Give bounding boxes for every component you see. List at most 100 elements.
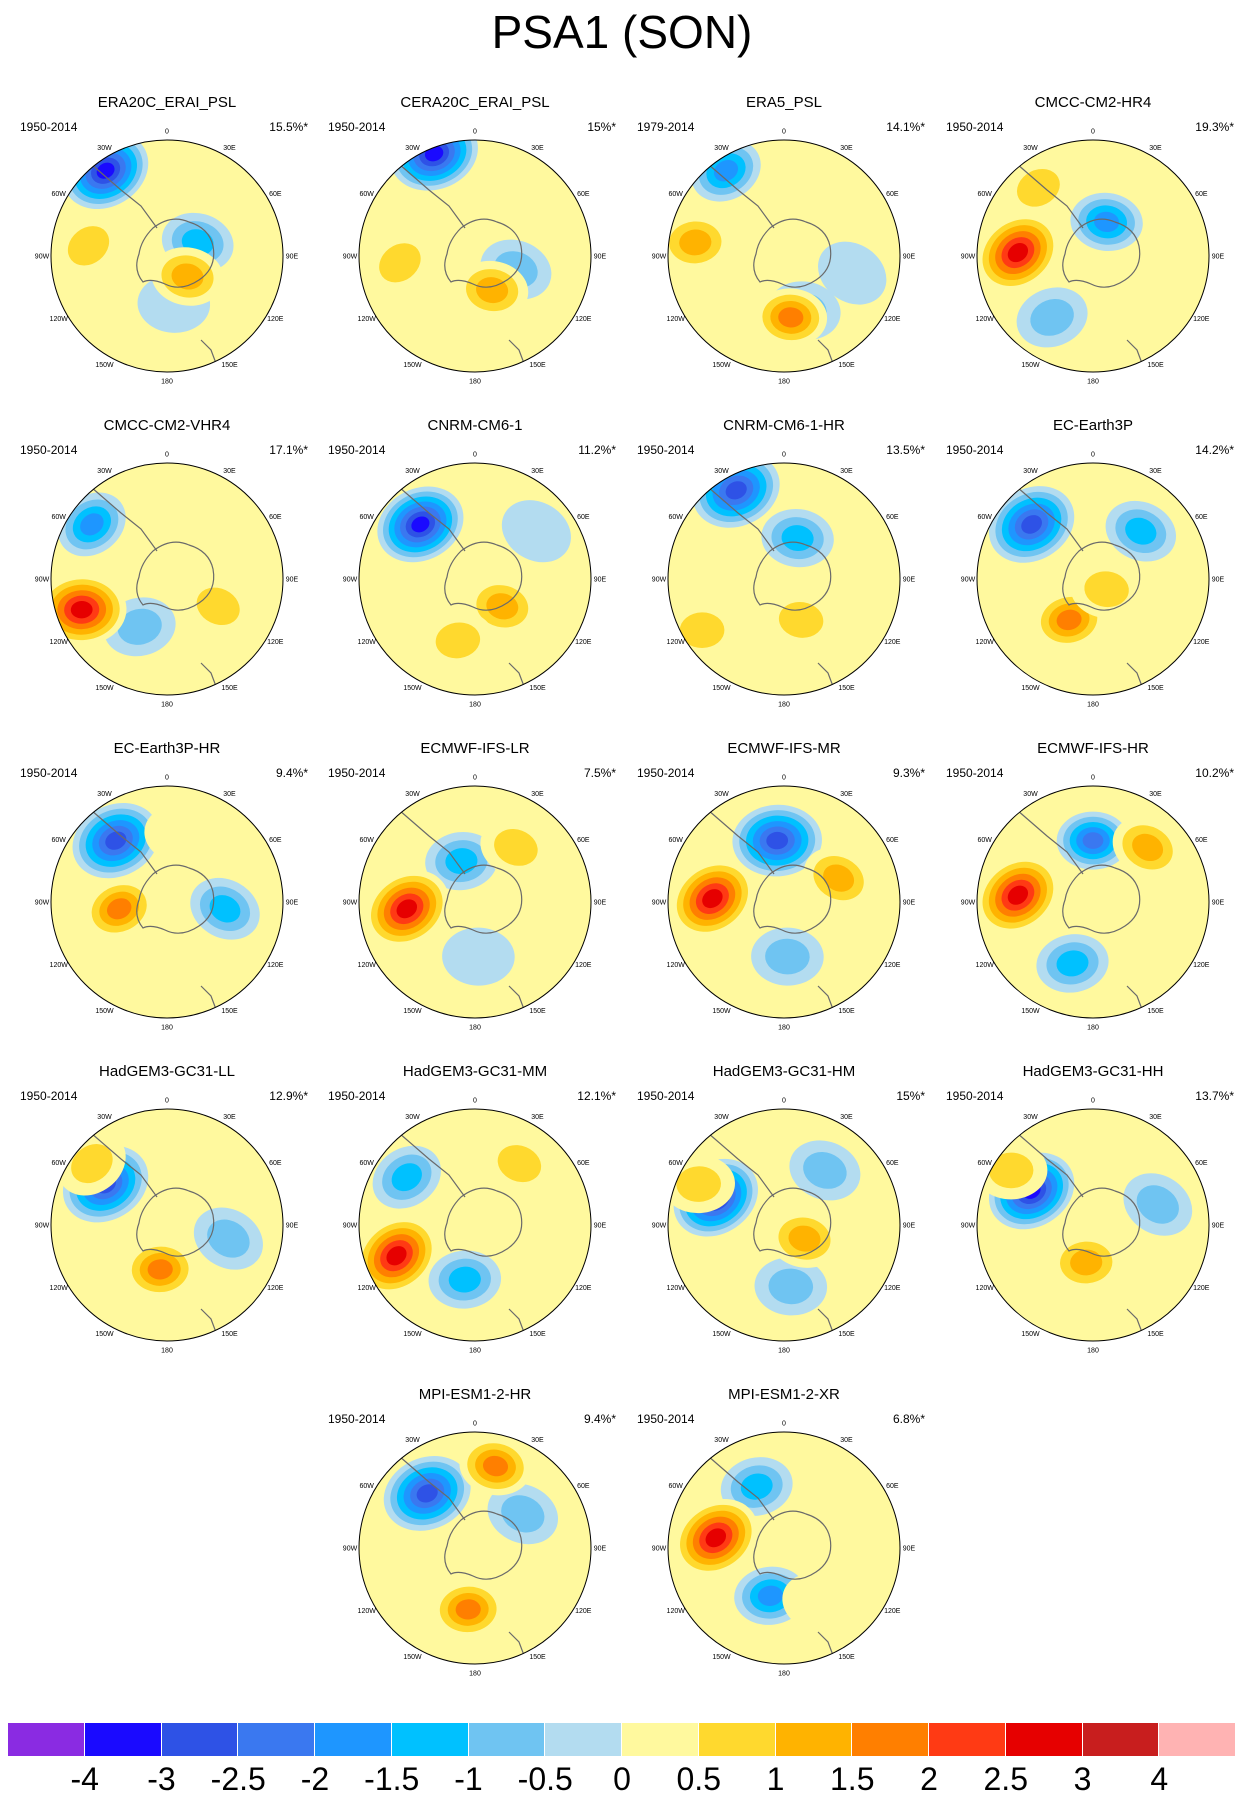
antarctica-coastline bbox=[136, 1187, 215, 1257]
longitude-label: 60E bbox=[269, 837, 282, 844]
longitude-label: 180 bbox=[778, 1025, 790, 1032]
longitude-label: 60W bbox=[668, 837, 683, 844]
longitude-label: 120E bbox=[575, 639, 592, 646]
panel-explained-variance: 15%* bbox=[587, 120, 616, 134]
colorbar-tick-label: -2.5 bbox=[210, 1761, 266, 1797]
longitude-label: 120W bbox=[976, 1285, 995, 1292]
longitude-label: 90E bbox=[594, 577, 607, 584]
pressure-anomaly-contour bbox=[435, 622, 481, 659]
longitude-label: 180 bbox=[161, 1348, 173, 1355]
antarctica-coastline bbox=[1062, 1187, 1141, 1257]
panel-period: 1950-2014 bbox=[946, 120, 1004, 134]
longitude-label: 0 bbox=[473, 1421, 477, 1428]
antarctica-coastline bbox=[1062, 541, 1141, 611]
panel-period: 1950-2014 bbox=[20, 1089, 78, 1103]
longitude-label: 150W bbox=[1021, 1331, 1040, 1338]
panel-period: 1950-2014 bbox=[946, 766, 1004, 780]
pressure-anomaly-contour bbox=[1132, 833, 1164, 862]
longitude-label: 60W bbox=[977, 191, 992, 198]
longitude-label: 120W bbox=[50, 316, 69, 323]
longitude-label: 180 bbox=[469, 1671, 481, 1678]
longitude-label: 150E bbox=[1147, 1008, 1164, 1015]
longitude-label: 150E bbox=[1147, 362, 1164, 369]
pressure-anomaly-contour bbox=[416, 1484, 438, 1503]
panel-title: ERA20C_ERAI_PSL bbox=[97, 94, 237, 111]
longitude-label: 120W bbox=[358, 962, 377, 969]
longitude-label: 0 bbox=[473, 1098, 477, 1105]
pressure-anomaly-contour bbox=[411, 516, 430, 533]
pressure-anomaly-contour bbox=[778, 601, 824, 638]
longitude-label: 150E bbox=[221, 1331, 238, 1338]
pressure-anomaly-contour bbox=[96, 162, 115, 179]
panel-period: 1950-2014 bbox=[637, 766, 695, 780]
colorbar-swatch bbox=[1159, 1723, 1236, 1756]
longitude-label: 30W bbox=[405, 1114, 420, 1121]
longitude-label: 30E bbox=[531, 1114, 544, 1121]
longitude-label: 120E bbox=[884, 1285, 901, 1292]
longitude-label: 30W bbox=[714, 1437, 729, 1444]
longitude-label: 60W bbox=[668, 191, 683, 198]
pressure-anomaly-contour bbox=[80, 513, 104, 536]
longitude-label: 60W bbox=[977, 1160, 992, 1167]
colorbar-swatch bbox=[698, 1723, 776, 1756]
panel-explained-variance: 6.8%* bbox=[892, 1412, 925, 1426]
map-boundary bbox=[667, 462, 901, 696]
longitude-label: 180 bbox=[161, 379, 173, 386]
pressure-anomaly-contour bbox=[482, 1455, 509, 1477]
polar-map: 0 30E 60E 90E 120E 150E 180 150W 120W 90W 60W 30W bbox=[343, 1421, 607, 1678]
longitude-label: 60E bbox=[1195, 837, 1208, 844]
longitude-label: 90E bbox=[1212, 577, 1225, 584]
longitude-label: 60W bbox=[668, 1483, 683, 1490]
pressure-anomaly-contour bbox=[1094, 211, 1120, 233]
longitude-label: 30W bbox=[405, 468, 420, 475]
panel-explained-variance: 10.2%* bbox=[1195, 766, 1234, 780]
longitude-label: 60W bbox=[51, 514, 66, 521]
colorbar-swatch bbox=[622, 1723, 699, 1756]
pressure-anomaly-contour bbox=[803, 1151, 847, 1189]
longitude-label: 120W bbox=[667, 1608, 686, 1615]
map-background bbox=[668, 786, 900, 1018]
longitude-label: 120E bbox=[267, 1285, 284, 1292]
panel-explained-variance: 12.9%* bbox=[269, 1089, 308, 1103]
polar-map: 0 30E 60E 90E 120E 150E 180 150W 120W 90W 60W 30W bbox=[35, 775, 299, 1032]
colorbar-tick-label: -1.5 bbox=[364, 1761, 420, 1797]
longitude-label: 60W bbox=[51, 837, 66, 844]
panel-title: EC-Earth3P-HR bbox=[113, 740, 221, 757]
longitude-label: 90E bbox=[903, 254, 916, 261]
pressure-anomaly-contour bbox=[679, 229, 712, 256]
panel-explained-variance: 9.3%* bbox=[892, 766, 925, 780]
longitude-label: 90E bbox=[594, 1546, 607, 1553]
pressure-anomaly-contour bbox=[445, 848, 478, 875]
longitude-label: 180 bbox=[161, 1025, 173, 1032]
longitude-label: 90E bbox=[594, 254, 607, 261]
pressure-anomaly-contour bbox=[147, 1259, 173, 1280]
panel-explained-variance: 7.5%* bbox=[583, 766, 616, 780]
longitude-label: 150E bbox=[838, 1654, 855, 1661]
page-title: PSA1 (SON) bbox=[491, 6, 753, 58]
longitude-label: 0 bbox=[782, 775, 786, 782]
pressure-anomaly-contour bbox=[1125, 517, 1157, 545]
map-boundary bbox=[976, 139, 1210, 373]
longitude-label: 120E bbox=[1193, 639, 1210, 646]
longitude-label: 30W bbox=[714, 791, 729, 798]
longitude-label: 90E bbox=[594, 1223, 607, 1230]
antarctica-coastline bbox=[753, 218, 832, 288]
longitude-label: 30W bbox=[405, 145, 420, 152]
panel-period: 1950-2014 bbox=[20, 443, 78, 457]
longitude-label: 180 bbox=[778, 1348, 790, 1355]
colorbar-swatch bbox=[84, 1723, 162, 1756]
colorbar-tick-label: -3 bbox=[147, 1761, 176, 1797]
polar-map: 0 30E 60E 90E 120E 150E 180 150W 120W 90W 60W 30W bbox=[35, 1098, 299, 1355]
panel-period: 1979-2014 bbox=[637, 120, 695, 134]
pressure-anomaly-contour bbox=[768, 1268, 814, 1305]
pressure-anomaly-contour bbox=[988, 1152, 1034, 1189]
polar-map: 0 30E 60E 90E 120E 150E 180 150W 120W 90W 60W 30W bbox=[961, 1098, 1225, 1355]
panel-explained-variance: 17.1%* bbox=[269, 443, 308, 457]
pressure-anomaly-contour bbox=[386, 1246, 407, 1266]
map-boundary bbox=[976, 785, 1210, 1019]
pressure-anomaly-contour bbox=[494, 828, 538, 866]
longitude-label: 30E bbox=[223, 468, 236, 475]
pressure-anomaly-contour bbox=[117, 608, 162, 645]
colorbar-labels: -4 -3 -2.5 -2 -1.5 -1 -0.5 0 0.5 1 1.5 2 2.5 3 4 bbox=[8, 1760, 1236, 1800]
longitude-label: 90W bbox=[343, 577, 358, 584]
